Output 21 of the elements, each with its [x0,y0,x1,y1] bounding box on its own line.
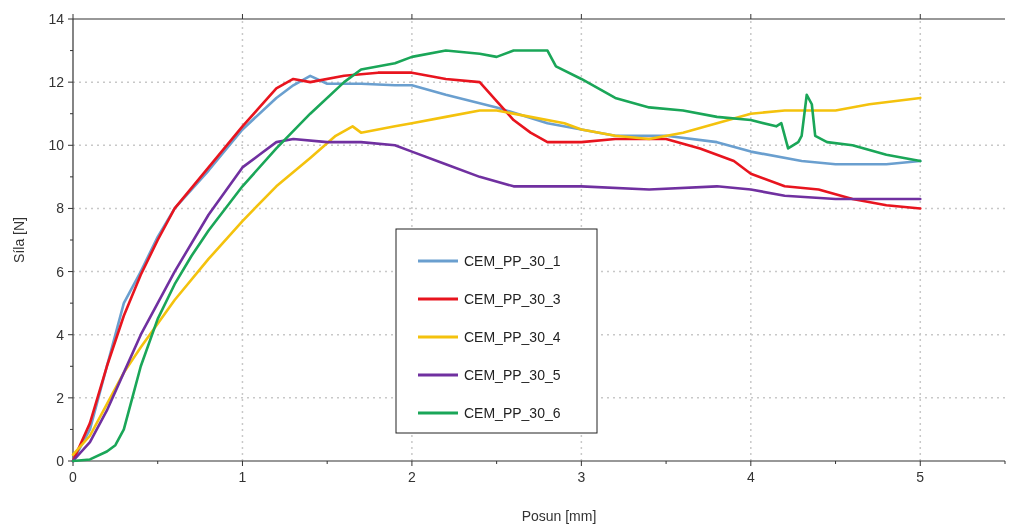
y-tick-label: 2 [56,389,65,406]
x-tick-label: 4 [746,469,755,485]
y-tick-label: 14 [48,11,65,27]
y-tick-label: 0 [56,453,65,469]
x-tick-label: 3 [577,469,586,485]
y-tick-label: 6 [56,263,65,280]
y-tick-label: 8 [56,200,65,217]
x-tick-label: 5 [916,469,925,485]
x-axis-title: Posun [mm] [521,508,597,524]
x-tick-label: 0 [69,469,78,485]
x-tick-label: 2 [408,469,417,485]
x-tick-label: 1 [238,469,247,485]
y-tick-label: 10 [48,137,65,154]
legend-label: CEM_PP_30_4 [464,329,561,345]
y-tick-label: 12 [48,74,65,91]
legend-label: CEM_PP_30_5 [464,367,561,383]
legend-label: CEM_PP_30_6 [464,405,561,421]
legend-label: CEM_PP_30_1 [464,253,561,269]
y-axis-title: Síla [N] [11,217,27,263]
legend-label: CEM_PP_30_3 [464,291,561,307]
y-tick-label: 4 [56,326,65,343]
